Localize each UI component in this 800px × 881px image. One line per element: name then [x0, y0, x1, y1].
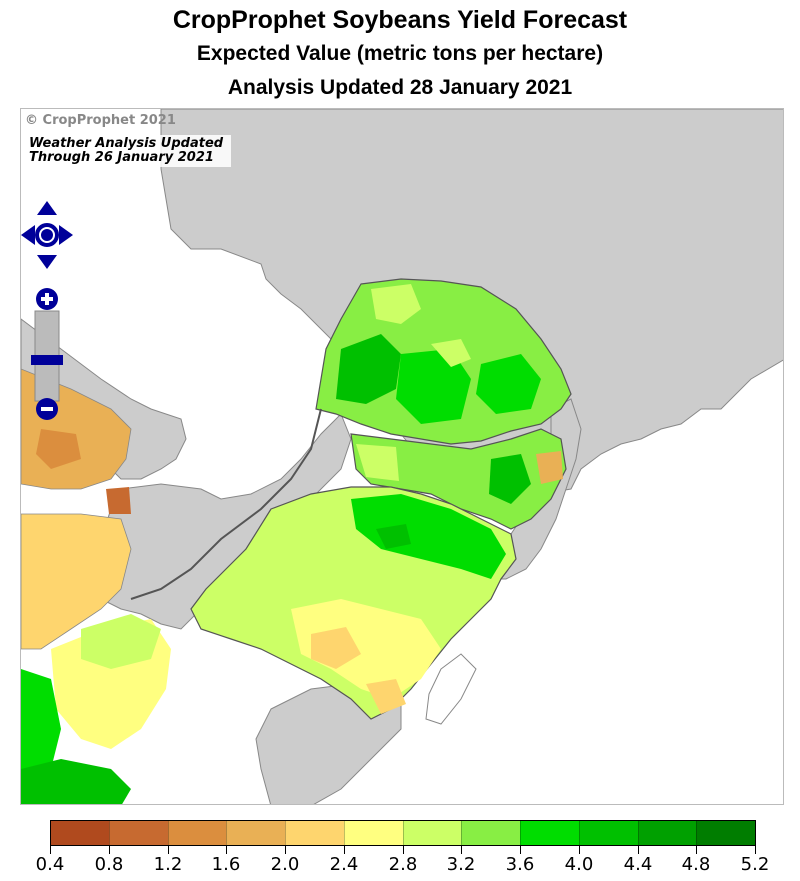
color-scale-tick-label: 0.8 — [94, 854, 124, 875]
color-scale-tick-label: 5.2 — [740, 854, 770, 875]
color-scale-tick-label: 3.6 — [505, 854, 535, 875]
color-scale-tick — [168, 846, 169, 854]
argentina-dark-orange-2 — [106, 487, 131, 514]
weather-analysis-line1: Weather Analysis Updated — [29, 136, 224, 151]
zoom-in-icon[interactable] — [36, 288, 58, 310]
analysis-updated: Analysis Updated 28 January 2021 — [227, 76, 573, 99]
pan-arrows-icon[interactable] — [21, 201, 73, 269]
color-scale-tick — [344, 846, 345, 854]
weather-analysis-line2: Through 26 January 2021 — [29, 150, 214, 165]
color-scale-tick — [461, 846, 462, 854]
color-scale-tick — [109, 846, 110, 854]
color-scale-tick-label: 2.0 — [270, 854, 300, 875]
color-scale-segment — [637, 821, 697, 845]
parana-dark-east — [476, 354, 541, 414]
argentina-light-green — [81, 614, 161, 669]
argentina-dark-orange — [36, 429, 81, 469]
color-scale-segment — [696, 821, 755, 845]
color-scale-segment — [108, 821, 168, 845]
lagoa-dos-patos — [425, 653, 477, 725]
argentina-green-south — [21, 669, 61, 779]
map-canvas — [21, 109, 783, 804]
zoom-out-icon[interactable] — [36, 398, 58, 420]
copyright-notice: © CropProphet 2021 — [25, 113, 176, 128]
color-scale-tick-label: 4.0 — [564, 854, 594, 875]
color-scale-segment — [167, 821, 227, 845]
santa-catarina-dark — [489, 454, 531, 504]
color-scale-segment — [461, 821, 520, 845]
color-scale-tick-label: 1.6 — [211, 854, 241, 875]
color-scale-tick-label: 4.4 — [623, 854, 653, 875]
color-scale-tick-label: 2.8 — [388, 854, 418, 875]
rs-green-dark — [376, 524, 411, 549]
map-title: CropProphet Soybeans Yield Forecast — [172, 6, 628, 34]
color-scale-tick — [579, 846, 580, 854]
santa-catarina-orange — [536, 451, 563, 484]
color-scale-tick — [755, 846, 756, 854]
color-scale-segment — [578, 821, 638, 845]
argentina-green-bottom — [21, 759, 131, 804]
weather-analysis-box: Weather Analysis Updated Through 26 Janu… — [25, 135, 232, 167]
color-scale-tick-label: 3.2 — [446, 854, 476, 875]
parana-dark-west — [336, 334, 401, 404]
color-scale-ticks: 0.4 0.8 1.2 1.6 2.0 2.4 2.8 3.2 3.6 4.0 4.4 4.8 5.2 — [36, 846, 769, 880]
color-scale-segment — [343, 821, 403, 845]
parana-light-mid — [431, 339, 471, 367]
map-navigation — [21, 197, 81, 437]
argentina-yellow — [21, 513, 132, 650]
color-scale-tick — [226, 846, 227, 854]
color-scale-tick — [403, 846, 404, 854]
color-scale-tick — [520, 846, 521, 854]
color-scale-tick-label: 0.4 — [35, 854, 65, 875]
river-uruguay — [130, 408, 322, 600]
yield-map[interactable]: © CropProphet 2021 Weather Analysis Upda… — [20, 108, 784, 805]
color-scale-tick — [638, 846, 639, 854]
rs-orange-1 — [311, 627, 361, 669]
color-scale-segment — [402, 821, 462, 845]
map-subtitle: Expected Value (metric tons per hectare) — [196, 42, 604, 65]
parana-light-north — [371, 284, 421, 324]
color-scale-tick — [285, 846, 286, 854]
color-scale-segment — [285, 821, 344, 845]
rs-orange-2 — [366, 679, 406, 714]
zoom-slider-handle[interactable] — [31, 355, 63, 365]
color-scale-segment — [51, 821, 109, 845]
parana-dark-center — [396, 349, 471, 424]
color-scale-segment — [226, 821, 285, 845]
color-scale-tick-label: 2.4 — [329, 854, 359, 875]
color-scale-tick — [50, 846, 51, 854]
color-scale-tick — [696, 846, 697, 854]
rs-yellow-south — [291, 599, 441, 699]
color-scale-tick-label: 1.2 — [153, 854, 183, 875]
color-scale-segment — [520, 821, 579, 845]
santa-catarina-light — [356, 444, 399, 481]
color-scale-bar — [50, 820, 756, 846]
rs-green-north — [351, 494, 506, 579]
color-scale-tick-label: 4.8 — [681, 854, 711, 875]
